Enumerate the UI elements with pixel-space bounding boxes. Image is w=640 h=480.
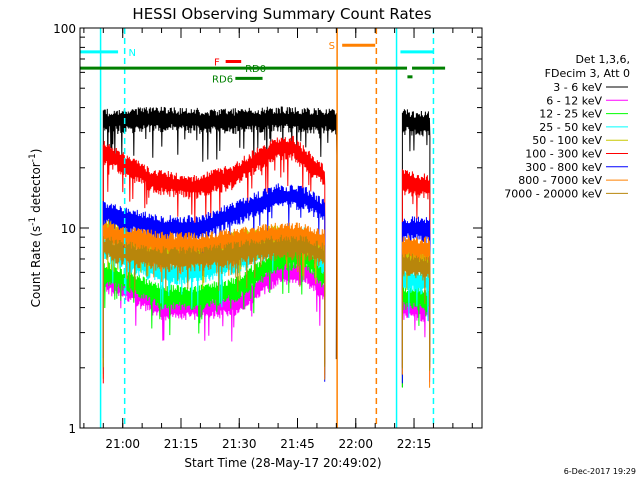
series-trace xyxy=(401,235,431,388)
flag-gap xyxy=(407,65,413,72)
legend-label: 3 - 6 keV xyxy=(553,81,602,94)
flag-label: RD6 xyxy=(212,74,233,85)
series-trace xyxy=(102,183,326,382)
legend-label: 100 - 300 keV xyxy=(525,148,602,161)
series-trace xyxy=(401,285,431,388)
legend-header-detectors: Det 1,3,6, xyxy=(575,53,630,66)
legend-header-decimation: FDecim 3, Att 0 xyxy=(545,67,630,80)
flag-bars-layer: N S F RD0 RD6 xyxy=(80,41,446,85)
series-trace xyxy=(401,109,431,388)
x-tick-label: 22:00 xyxy=(338,437,373,451)
series-trace xyxy=(102,135,326,384)
series-9 xyxy=(102,234,431,371)
series-1 xyxy=(102,106,431,388)
flag-label: RD0 xyxy=(245,64,266,75)
y-tick-label-1: 1 xyxy=(68,422,76,436)
legend-label: 25 - 50 keV xyxy=(539,121,602,134)
legend-label: 800 - 7000 keV xyxy=(518,174,602,187)
x-tick-label: 21:45 xyxy=(280,437,315,451)
x-tick-label: 21:30 xyxy=(222,437,257,451)
legend-label: 6 - 12 keV xyxy=(546,94,602,107)
legend-label: 300 - 800 keV xyxy=(525,161,602,174)
x-tick-label: 21:15 xyxy=(164,437,199,451)
legend-label: 12 - 25 keV xyxy=(539,108,602,121)
series-trace xyxy=(401,253,431,371)
series-trace xyxy=(401,169,431,368)
legend-label: 7000 - 20000 keV xyxy=(504,187,602,200)
event-lines-layer xyxy=(99,28,435,428)
x-tick-label: 21:00 xyxy=(105,437,140,451)
series-7 xyxy=(102,183,431,384)
y-tick-label-10: 10 xyxy=(61,222,76,236)
y-tick-label-100: 100 xyxy=(53,22,76,36)
chart-title: HESSI Observing Summary Count Rates xyxy=(132,5,431,23)
flag-label: N xyxy=(129,48,136,59)
x-tick-label: 22:15 xyxy=(397,437,432,451)
legend-label: 50 - 100 keV xyxy=(532,134,602,147)
series-layer xyxy=(102,106,431,388)
plot-timestamp: 6-Dec-2017 19:29 xyxy=(564,467,636,476)
x-axis-label: Start Time (28-May-17 20:49:02) xyxy=(184,456,381,470)
flag-label: S xyxy=(329,41,335,52)
y-axis-label: Count Rate (s-1 detector-1) xyxy=(28,149,43,308)
series-trace xyxy=(102,106,338,361)
series-trace xyxy=(401,216,431,384)
series-6 xyxy=(102,135,431,384)
flag-label: F xyxy=(214,57,220,68)
series-trace xyxy=(102,234,326,368)
axes-layer xyxy=(80,27,482,429)
